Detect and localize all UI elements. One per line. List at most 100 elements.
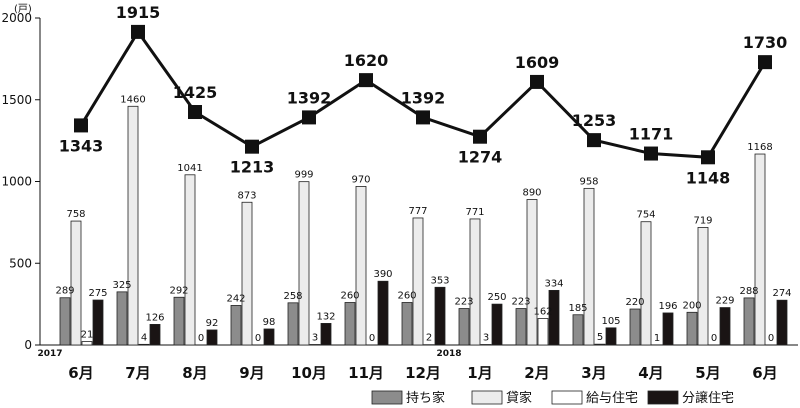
bar-data-label: 258	[283, 291, 302, 302]
bar-data-label: 21	[81, 330, 94, 341]
bar	[377, 280, 389, 346]
bar	[81, 341, 93, 346]
total-marker	[359, 73, 373, 88]
total-marker	[530, 74, 544, 89]
bar-data-label: 958	[579, 176, 598, 187]
bar-data-label: 890	[522, 187, 541, 198]
legend: 持ち家 貸家 給与住宅 分譲住宅	[371, 390, 734, 406]
total-marker	[473, 129, 487, 144]
bar	[548, 289, 560, 346]
total-marker	[587, 133, 601, 148]
bar	[458, 308, 470, 346]
total-data-label: 1343	[59, 136, 104, 155]
x-tick-label: 2月	[524, 364, 549, 382]
bar-data-label: 220	[625, 297, 644, 308]
bar-data-label: 3	[483, 333, 489, 344]
x-tick-label: 3月	[581, 364, 606, 382]
x-tick-label: 6月	[68, 364, 93, 382]
total-data-label: 1274	[458, 148, 503, 167]
bar-data-label: 758	[66, 209, 85, 220]
bar-data-label: 4	[141, 332, 147, 343]
bar	[640, 221, 652, 346]
total-marker	[758, 55, 772, 70]
bar	[173, 296, 185, 346]
bar-data-label: 777	[408, 206, 427, 217]
bar	[526, 199, 538, 346]
bar-data-label: 873	[237, 190, 256, 201]
total-data-label: 1213	[230, 158, 275, 177]
x-tick-label: 4月	[638, 364, 663, 382]
bar	[287, 302, 299, 346]
bar	[206, 329, 218, 346]
bar-data-label: 292	[169, 285, 188, 296]
bar	[184, 174, 196, 346]
legend-label: 貸家	[506, 390, 532, 406]
bar	[743, 297, 755, 346]
y-unit-label: (戸)	[14, 3, 32, 15]
bar-data-label: 242	[226, 293, 245, 304]
year-label: 2018	[436, 349, 461, 359]
total-data-label: 1425	[173, 83, 218, 102]
bar-data-label: 353	[430, 275, 449, 286]
bar	[537, 318, 549, 346]
legend-swatch	[371, 390, 403, 405]
bar	[127, 105, 139, 346]
bar	[572, 314, 584, 346]
bar-labels: 2897582127532514604126292104109224287309…	[55, 94, 791, 344]
total-data-label: 1915	[116, 3, 161, 22]
bar	[594, 343, 606, 346]
total-data-label: 1148	[686, 168, 731, 187]
bar	[491, 303, 503, 346]
legend-swatch	[647, 390, 679, 405]
x-tick-label: 8月	[182, 364, 207, 382]
bar-data-label: 1460	[120, 94, 145, 105]
bar-data-label: 390	[373, 269, 392, 280]
bar-data-label: 719	[693, 215, 712, 226]
bar	[434, 286, 446, 346]
year-label: 2017	[37, 349, 62, 359]
bar-data-label: 2	[426, 333, 432, 344]
bar	[116, 291, 128, 346]
bar	[263, 328, 275, 346]
bar	[686, 311, 698, 346]
y-tick-label: 500	[9, 256, 32, 270]
bar-data-label: 185	[568, 303, 587, 314]
bar	[605, 327, 617, 346]
bar-data-label: 274	[772, 288, 791, 299]
x-tick-label: 7月	[125, 364, 150, 382]
bar-data-label: 92	[206, 318, 219, 329]
total-marker	[302, 110, 316, 125]
bar	[320, 323, 332, 346]
y-tick-label: 2000	[1, 11, 32, 25]
y-tick-label: 1500	[1, 93, 32, 107]
total-data-label: 1392	[287, 88, 332, 107]
y-tick-label: 1000	[1, 175, 32, 189]
bar	[412, 217, 424, 346]
bar-data-label: 1	[654, 333, 660, 344]
bar-data-label: 999	[294, 170, 313, 181]
bar	[344, 302, 356, 346]
x-labels: 6月 7月 8月 9月 10月 11月 12月 1月 2月 3月 4月 5月 6月 2017 2018	[37, 349, 777, 382]
bar-data-label: 98	[263, 317, 276, 328]
x-tick-label: 5月	[695, 364, 720, 382]
legend-label: 持ち家	[406, 390, 445, 406]
legend-label: 分譲住宅	[682, 390, 734, 406]
bar-data-label: 0	[768, 333, 774, 344]
bar	[697, 227, 709, 346]
total-marker	[416, 110, 430, 125]
x-tick-label: 6月	[752, 364, 777, 382]
x-tick-label: 11月	[348, 364, 384, 382]
y-ticks: 0 500 1000 1500 2000	[1, 11, 40, 352]
bar-data-label: 132	[316, 311, 335, 322]
total-data-label: 1620	[344, 51, 389, 70]
bar-data-label: 260	[340, 290, 359, 301]
bar	[719, 307, 731, 346]
bar	[515, 308, 527, 346]
bar	[230, 305, 242, 346]
total-marker	[245, 139, 259, 154]
total-line: 1343 1915 1425 1213 1392 1620 1392 1274 1609 1253…	[59, 3, 788, 187]
bar-data-label: 229	[715, 296, 734, 307]
bar	[298, 181, 310, 346]
bar-data-label: 223	[454, 297, 473, 308]
bar-data-label: 289	[55, 286, 74, 297]
